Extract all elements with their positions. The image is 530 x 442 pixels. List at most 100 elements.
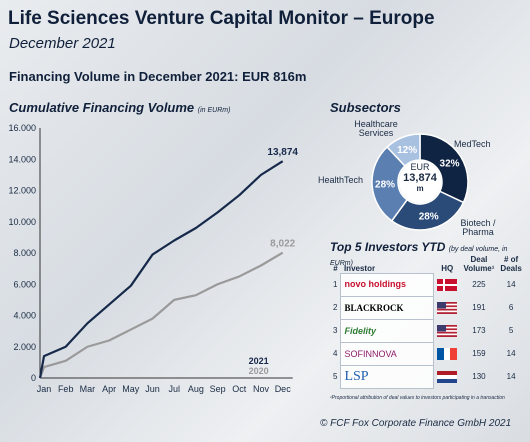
investor-rank: 5 xyxy=(333,372,338,381)
pie-pct-label: 28% xyxy=(419,211,439,222)
header-investor: Investor xyxy=(343,263,376,273)
header-rank: # xyxy=(333,264,338,273)
flag-france-icon xyxy=(437,347,458,360)
x-tick-label: Nov xyxy=(253,384,270,394)
investor-volume: 191 xyxy=(472,303,486,312)
pie-center-value: 13,874 xyxy=(403,172,437,184)
x-tick-label: Mar xyxy=(80,384,96,394)
pie-hole xyxy=(399,161,441,203)
investors-title-note: (by deal volume, in EURm) xyxy=(330,246,508,267)
investors-title-text: Top 5 Investors YTD xyxy=(330,240,446,254)
x-tick-label: Feb xyxy=(58,384,74,394)
financing-volume-headline: Financing Volume in December 2021: EUR 8… xyxy=(9,69,307,84)
header-deal-volume-line2: Volume¹ xyxy=(463,264,495,273)
investor-logo-blackrock: BLACKROCK xyxy=(340,295,435,320)
x-tick-label: Apr xyxy=(102,384,116,394)
investor-rank: 1 xyxy=(333,280,338,289)
investor-logo-lsp: LSP xyxy=(340,364,435,389)
investor-rank: 3 xyxy=(333,326,338,335)
pie-chart-title: Subsectors xyxy=(330,100,401,115)
pie-label-healthcare: Healthcare Services xyxy=(352,120,400,138)
page-subtitle: December 2021 xyxy=(9,35,116,52)
investor-deals: 14 xyxy=(506,280,516,289)
investors-footnote: ¹Proportional attribution of deal values… xyxy=(330,395,505,401)
investor-row-2: 2 BLACKROCK 191 6 xyxy=(330,295,525,320)
line-chart-title-unit: (in EURm) xyxy=(197,107,231,114)
series-line-2021 xyxy=(38,160,284,379)
pie-label-biotech: Biotech / Pharma xyxy=(448,219,508,237)
series-line-2020 xyxy=(38,251,284,379)
investor-row-3: 3 Fidelity 173 5 xyxy=(330,318,525,343)
pie-pct-label: 28% xyxy=(375,180,395,191)
flag-denmark-icon xyxy=(437,278,458,291)
investor-volume: 173 xyxy=(472,326,486,335)
flag-usa-icon xyxy=(437,301,458,314)
investor-rank: 4 xyxy=(333,349,338,358)
y-tick-label: 2.000 xyxy=(13,342,36,352)
y-tick-label: 10.000 xyxy=(8,217,36,227)
line-chart: 0 2.000 4.000 6.000 8.000 10.000 12.000 14.000 1… xyxy=(8,123,298,394)
pie-chart: 32% 28% 28% 12% xyxy=(371,133,469,231)
investors-title: Top 5 Investors YTD (by deal volume, in … xyxy=(330,240,530,268)
flag-netherlands-icon xyxy=(437,370,458,383)
investor-deals: 14 xyxy=(506,372,516,381)
pie-slice-medtech xyxy=(419,133,469,204)
investor-logo-novo: novo holdings xyxy=(340,272,435,297)
y-tick-label: 0 xyxy=(31,373,36,383)
y-tick-label: 8.000 xyxy=(13,248,36,258)
investors-table: # Investor HQ Deal Volume¹ # of Deals 1 no… xyxy=(330,255,525,389)
investors-header-row: # Investor HQ Deal Volume¹ # of Deals xyxy=(330,255,525,273)
y-tick-label: 12.000 xyxy=(8,186,36,196)
x-tick-label: Aug xyxy=(188,384,204,394)
x-tick-label: Jun xyxy=(145,384,160,394)
y-tick-label: 14.000 xyxy=(8,154,36,164)
header-deals-line1: # of xyxy=(503,255,519,264)
investor-hq xyxy=(434,319,461,342)
copyright: © FCF Fox Corporate Finance GmbH 2021 xyxy=(320,418,512,429)
header-deal-volume: Deal Volume¹ xyxy=(460,255,497,273)
header-hq: HQ xyxy=(441,264,454,273)
investor-deals: 5 xyxy=(508,326,514,335)
header-deals: # of Deals xyxy=(497,255,524,273)
line-chart-title-text: Cumulative Financing Volume xyxy=(9,100,195,115)
investor-deals: 6 xyxy=(508,303,514,312)
investor-rank: 2 xyxy=(333,303,338,312)
pie-pct-label: 32% xyxy=(440,159,460,170)
pie-slice-biotech-pharma xyxy=(390,190,465,231)
x-tick-label: Oct xyxy=(232,384,247,394)
y-tick-label: 4.000 xyxy=(13,311,36,321)
investor-hq xyxy=(434,365,461,388)
pie-label-healthcare-line1: Healthcare xyxy=(354,119,398,129)
pie-label-healthtech: HealthTech xyxy=(318,175,364,185)
line-chart-title: Cumulative Financing Volume (in EURm) xyxy=(9,100,230,115)
investor-row-1: 1 novo holdings 225 14 xyxy=(330,272,525,297)
pie-center-unit: m xyxy=(416,184,424,193)
y-tick-label: 6.000 xyxy=(13,279,36,289)
flag-usa-icon xyxy=(437,324,458,337)
y-tick-label: 16.000 xyxy=(8,123,36,133)
pie-label-biotech-line1: Biotech / xyxy=(460,218,496,228)
x-tick-label: Jan xyxy=(37,384,52,394)
pie-label-healthcare-line2: Services xyxy=(358,128,394,138)
x-tick-label: Jul xyxy=(168,384,180,394)
end-label-2021: 13,874 xyxy=(267,147,298,158)
investor-hq xyxy=(434,342,461,365)
pie-center-currency: EUR xyxy=(410,162,430,172)
pie-slice-healthtech xyxy=(371,145,409,222)
investor-volume: 130 xyxy=(472,372,486,381)
header-deals-line2: Deals xyxy=(500,264,522,273)
pie-center-label: EUR 13,874 m xyxy=(400,162,440,193)
investor-logo-sofinnova: SOFINNOVA xyxy=(340,341,435,366)
pie-label-biotech-line2: Pharma xyxy=(462,227,494,237)
investor-hq xyxy=(434,273,461,296)
pie-pct-label: 12% xyxy=(397,145,417,156)
investor-hq xyxy=(434,296,461,319)
x-tick-label: Dec xyxy=(275,384,292,394)
investor-row-4: 4 SOFINNOVA 159 14 xyxy=(330,341,525,366)
investor-volume: 159 xyxy=(472,349,486,358)
investor-deals: 14 xyxy=(506,349,516,358)
end-label-2020: 8,022 xyxy=(270,239,295,250)
x-tick-label: Sep xyxy=(210,384,226,394)
header-deal-volume-line1: Deal xyxy=(470,255,488,264)
legend-label-2021: 2021 xyxy=(249,356,269,366)
